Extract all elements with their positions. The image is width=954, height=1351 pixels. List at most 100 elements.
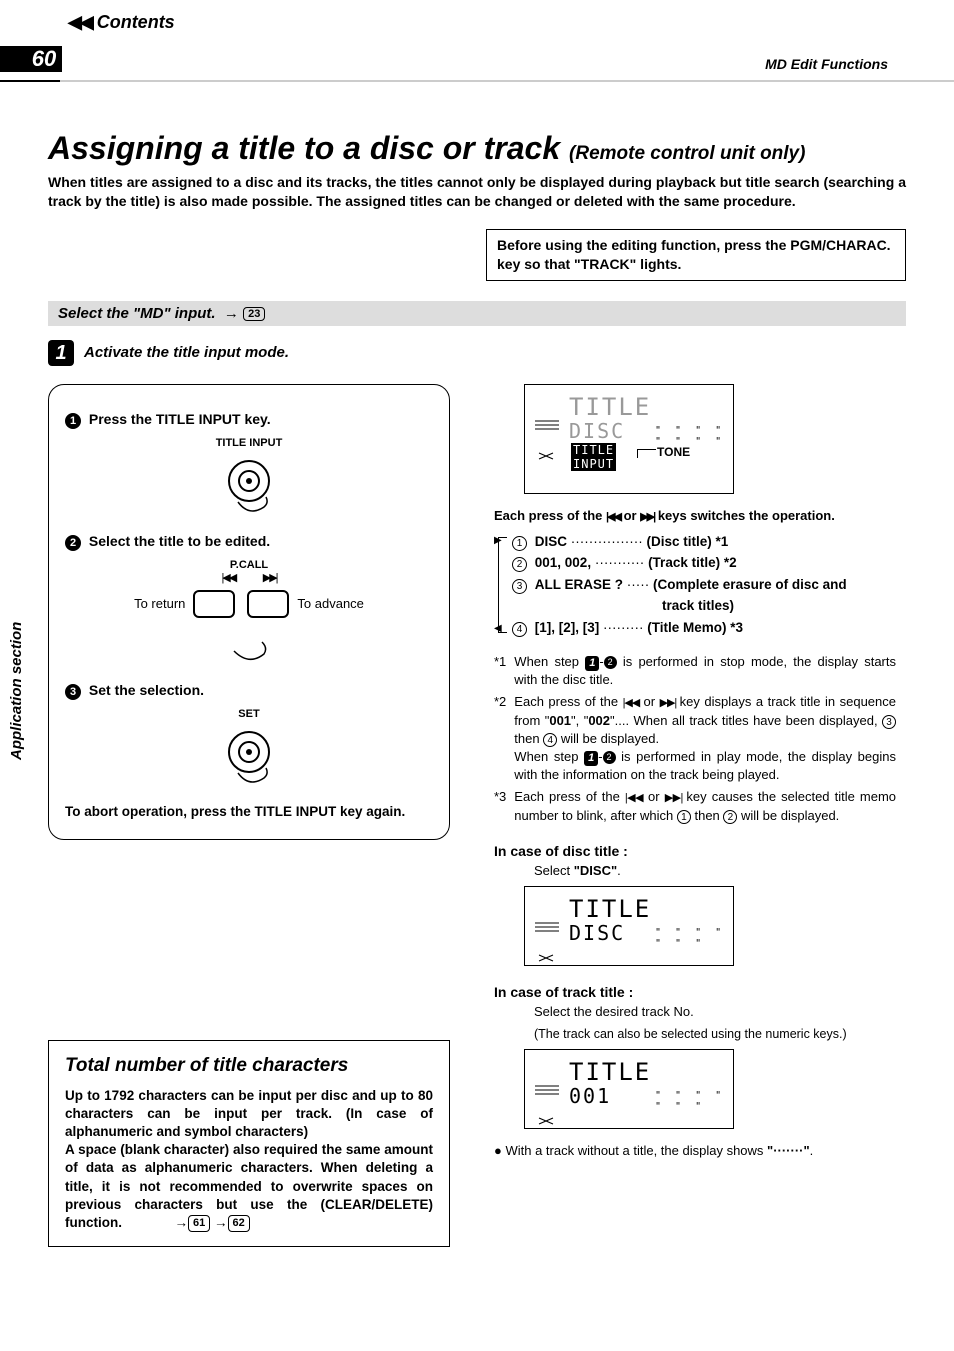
pcall-arrows: |◀◀ ▶▶| [65, 571, 433, 584]
substep-3: 3 Set the selection. [65, 682, 433, 700]
tone-label: TONE [657, 445, 690, 459]
substep-2-text: Select the title to be edited. [89, 533, 270, 549]
left-column: 1 Press the TITLE INPUT key. TITLE INPUT… [48, 384, 450, 1248]
step-ref-icon: 1 [585, 656, 599, 671]
operation-list: ▶ ◀ 1 DISC ················ (Disc title)… [512, 531, 896, 639]
display-dots: " " " " " " " [655, 1090, 733, 1112]
disc-icon [533, 415, 561, 465]
procedure-box: 1 Press the TITLE INPUT key. TITLE INPUT… [48, 384, 450, 840]
substep-3-text: Set the selection. [89, 682, 204, 698]
display-dots: " " " " " " " [655, 927, 733, 949]
substep-2-num: 2 [65, 535, 81, 551]
total-box-title: Total number of title characters [65, 1055, 433, 1077]
knob-icon-2 [214, 728, 284, 788]
op-row-2: 2 001, 002, ··········· (Track title) *2 [512, 552, 896, 574]
display-sub1: TITLE [571, 443, 616, 457]
contents-link[interactable]: ◀◀ Contents [68, 12, 175, 33]
display-panel-3: TITLE 001 " " " " " " " [524, 1049, 734, 1129]
footnotes: *1 When step 1-2 is performed in stop mo… [494, 653, 896, 826]
case-track-sub: Select the desired track No. [534, 1004, 896, 1019]
display-line2: DISC [569, 921, 625, 945]
chapter-title: MD Edit Functions [765, 56, 888, 72]
intro-text: When titles are assigned to a disc and i… [48, 173, 906, 211]
title-input-key-label: TITLE INPUT [65, 437, 433, 449]
substep-ref-icon: 2 [603, 751, 616, 764]
page-ref-61[interactable]: 61 [188, 1215, 210, 1232]
ref-arrow-icon: → [175, 1215, 189, 1230]
next-button[interactable] [247, 590, 289, 618]
op-row-3: 3 ALL ERASE ? ····· (Complete erasure of… [512, 574, 896, 596]
case-disc-sub: Select "DISC". [534, 863, 896, 878]
title-sub: (Remote control unit only) [569, 143, 805, 164]
set-key-label: SET [65, 708, 433, 720]
loop-arrow-top-icon: ▶ [494, 533, 502, 549]
skip-prev-icon: |◀◀ [623, 697, 639, 709]
skip-next-icon: ▶▶| [263, 572, 277, 584]
substep-ref-icon: 2 [604, 656, 617, 669]
total-characters-box: Total number of title characters Up to 1… [48, 1040, 450, 1248]
bullet-note: With a track without a title, the displa… [494, 1143, 896, 1158]
substep-1-num: 1 [65, 413, 81, 429]
ref-arrow-icon: → [214, 1215, 228, 1230]
total-box-p2: A space (blank character) also required … [65, 1141, 433, 1232]
note-3: *3 Each press of the |◀◀ or ▶▶| key caus… [494, 788, 896, 825]
display-line2: 001 [569, 1084, 611, 1108]
loop-arrow-bottom-icon: ◀ [494, 621, 502, 637]
contents-label: Contents [97, 12, 175, 32]
abort-text: To abort operation, press the TITLE INPU… [65, 804, 433, 819]
display-line1: TITLE [569, 1058, 651, 1086]
skip-prev-icon: |◀◀ [606, 511, 620, 523]
disc-icon [533, 1080, 561, 1130]
page-ref[interactable]: 23 [243, 307, 265, 321]
header-divider [0, 80, 954, 82]
step-1-head: 1 Activate the title input mode. [48, 340, 906, 366]
display-dots: " " " " " " " " [655, 425, 733, 447]
display-line2: DISC [569, 419, 625, 443]
select-input-bar: Select the "MD" input. → 23 [48, 301, 906, 326]
pcall-label: P.CALL [65, 559, 433, 571]
total-box-p1: Up to 1792 characters can be input per d… [65, 1087, 433, 1142]
before-using-box: Before using the editing function, press… [486, 229, 906, 281]
substep-2: 2 Select the title to be edited. [65, 533, 433, 551]
hand-icon [224, 626, 274, 666]
circ-2-icon: 2 [723, 810, 737, 824]
op-row-4: 4 [1], [2], [3] ········· (Title Memo) *… [512, 617, 896, 639]
display-line1: TITLE [569, 393, 651, 421]
right-column: TITLE DISC " " " " " " " " TITLE INPUT T… [494, 384, 896, 1158]
main-content: Assigning a title to a disc or track (Re… [0, 90, 954, 1287]
page-title: Assigning a title to a disc or track (Re… [48, 130, 906, 167]
to-return-label: To return [134, 596, 185, 611]
ref-arrow-icon: → [224, 305, 239, 322]
circ-1-icon: 1 [677, 810, 691, 824]
step-ref-icon: 1 [584, 751, 598, 766]
substep-1-text: Press the TITLE INPUT key. [89, 411, 271, 427]
each-press-text: Each press of the |◀◀ or ▶▶| keys switch… [494, 508, 896, 523]
case-track-head: In case of track title : [494, 984, 896, 1000]
op-row-1: 1 DISC ················ (Disc title) *1 [512, 531, 896, 553]
display-sub2: INPUT [571, 457, 616, 471]
substep-3-num: 3 [65, 684, 81, 700]
page-header: ◀◀ Contents 60 MD Edit Functions [0, 0, 954, 90]
back-arrows-icon: ◀◀ [68, 12, 92, 32]
display-panel-1: TITLE DISC " " " " " " " " TITLE INPUT T… [524, 384, 734, 494]
page-number: 60 [26, 46, 62, 72]
pcall-row: To return To advance [65, 590, 433, 618]
page-ref-62[interactable]: 62 [228, 1215, 250, 1232]
skip-next-icon: ▶▶| [665, 792, 682, 804]
circ-3-icon: 3 [882, 715, 896, 729]
step-1-number: 1 [48, 340, 74, 366]
disc-icon [533, 917, 561, 967]
display-panel-2: TITLE DISC " " " " " " " [524, 886, 734, 966]
step-1-title: Activate the title input mode. [84, 344, 289, 361]
select-input-text: Select the "MD" input. [58, 305, 216, 322]
skip-next-icon: ▶▶| [660, 697, 676, 709]
substep-1: 1 Press the TITLE INPUT key. [65, 411, 433, 429]
skip-prev-icon: |◀◀ [221, 572, 235, 584]
case-track-sub2: (The track can also be selected using th… [534, 1027, 896, 1041]
display-line1: TITLE [569, 895, 651, 923]
knob-icon [214, 457, 284, 517]
note-1: *1 When step 1-2 is performed in stop mo… [494, 653, 896, 690]
to-advance-label: To advance [297, 596, 364, 611]
skip-next-icon: ▶▶| [640, 511, 654, 523]
prev-button[interactable] [193, 590, 235, 618]
